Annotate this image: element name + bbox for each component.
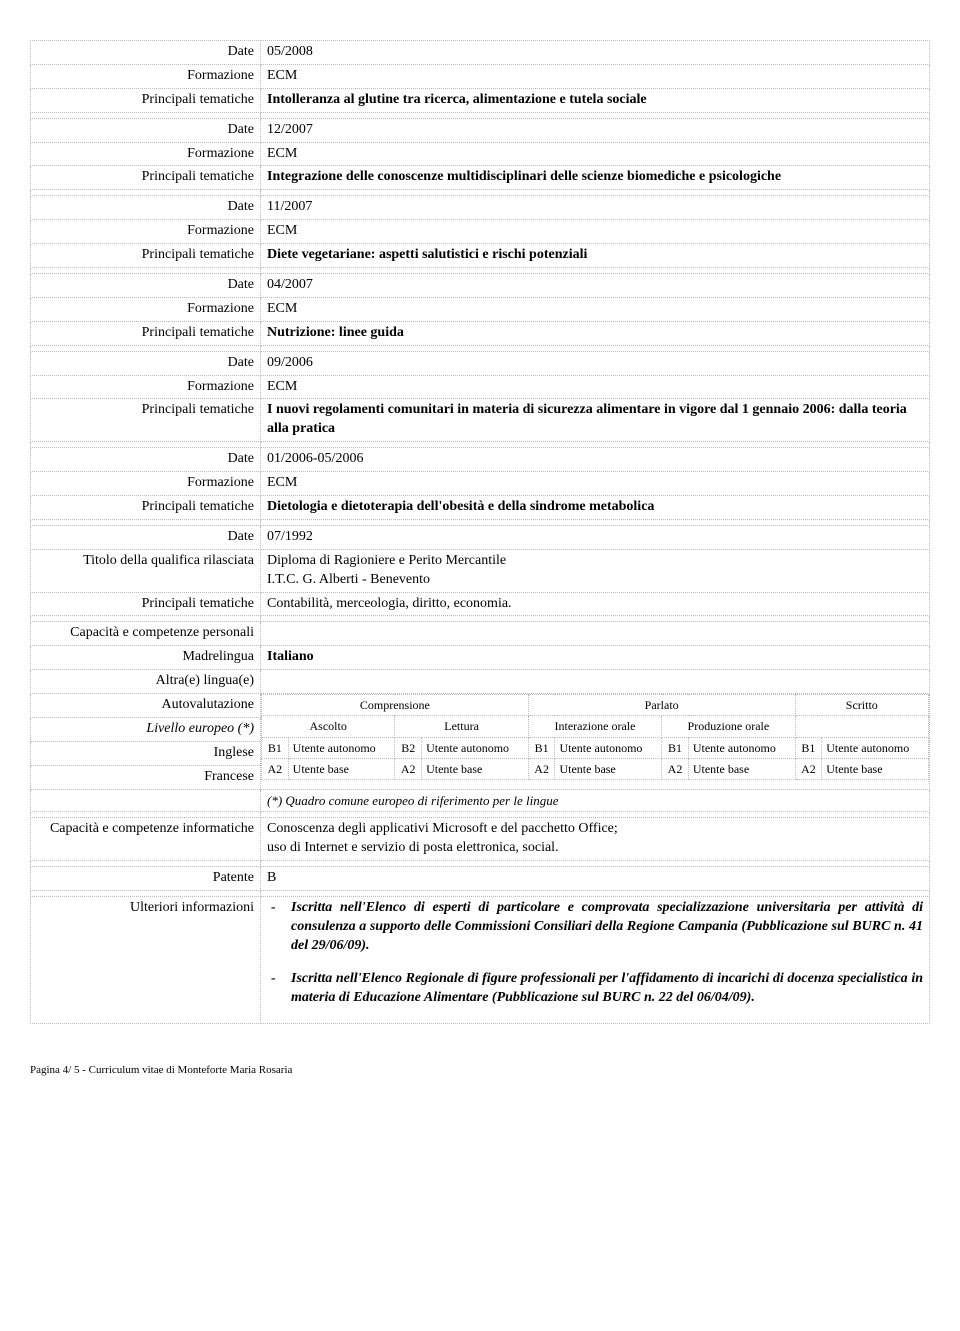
francese-inter-code: A2 — [528, 758, 555, 779]
label-principali: Principali tematiche — [31, 399, 261, 442]
lang-footnote: (*) Quadro comune europeo di riferimento… — [261, 789, 930, 812]
label-patente: Patente — [31, 867, 261, 891]
label-principali: Principali tematiche — [31, 244, 261, 268]
label-formazione: Formazione — [31, 142, 261, 166]
label-formazione: Formazione — [31, 472, 261, 496]
value-topic-e3: Diete vegetariane: aspetti salutistici e… — [261, 244, 930, 268]
label-informatiche: Capacità e competenze informatiche — [31, 818, 261, 861]
label-principali: Principali tematiche — [31, 166, 261, 190]
inglese-lettura-code: B2 — [395, 737, 422, 758]
value-date-e5: 09/2006 — [261, 351, 930, 375]
value-date-e7: 07/1992 — [261, 525, 930, 549]
label-date: Date — [31, 41, 261, 65]
ulteriori-list: Iscritta nell'Elenco di esperti di parti… — [267, 899, 923, 1007]
label-date: Date — [31, 274, 261, 298]
value-date-e4: 04/2007 — [261, 274, 930, 298]
value-form-e6: ECM — [261, 472, 930, 496]
label-date: Date — [31, 118, 261, 142]
value-topic-e1: Intolleranza al glutine tra ricerca, ali… — [261, 88, 930, 112]
ulteriori-item-1: Iscritta nell'Elenco di esperti di parti… — [291, 899, 923, 956]
francese-prod-code: A2 — [662, 758, 689, 779]
francese-inter-text: Utente base — [555, 758, 662, 779]
lang-header-scritto: Scritto — [795, 695, 928, 716]
label-capacita-personali: Capacità e competenze personali — [31, 622, 261, 646]
value-topic-e5: I nuovi regolamenti comunitari in materi… — [261, 399, 930, 442]
label-titolo: Titolo della qualifica rilasciata — [31, 549, 261, 592]
lang-subheader-ascolto: Ascolto — [262, 716, 395, 737]
value-form-e2: ECM — [261, 142, 930, 166]
cv-table: Date05/2008 FormazioneECM Principali tem… — [30, 40, 930, 1024]
value-date-e3: 11/2007 — [261, 196, 930, 220]
label-date: Date — [31, 448, 261, 472]
inglese-inter-text: Utente autonomo — [555, 737, 662, 758]
value-date-e1: 05/2008 — [261, 41, 930, 65]
page-footer: Pagina 4/ 5 - Curriculum vitae di Montef… — [30, 1024, 930, 1076]
francese-lettura-code: A2 — [395, 758, 422, 779]
label-altra-lingua: Altra(e) lingua(e) — [31, 670, 261, 694]
lang-subheader-produzione: Produzione orale — [662, 716, 795, 737]
label-principali: Principali tematiche — [31, 321, 261, 345]
label-date: Date — [31, 351, 261, 375]
value-topic-e7: Contabilità, merceologia, diritto, econo… — [261, 592, 930, 616]
lang-subheader-lettura: Lettura — [395, 716, 528, 737]
inglese-scritto-text: Utente autonomo — [822, 737, 929, 758]
value-informatiche: Conoscenza degli applicativi Microsoft e… — [261, 818, 930, 861]
inglese-prod-text: Utente autonomo — [688, 737, 795, 758]
value-form-e5: ECM — [261, 375, 930, 399]
label-lang-francese: Francese — [31, 765, 261, 789]
value-topic-e2: Integrazione delle conoscenze multidisci… — [261, 166, 930, 190]
lang-header-parlato: Parlato — [528, 695, 795, 716]
francese-ascolto-text: Utente base — [288, 758, 395, 779]
language-table: Comprensione Parlato Scritto Ascolto Let… — [261, 694, 929, 780]
value-date-e6: 01/2006-05/2006 — [261, 448, 930, 472]
value-madrelingua: Italiano — [261, 646, 930, 670]
inglese-lettura-text: Utente autonomo — [422, 737, 529, 758]
ulteriori-item-2: Iscritta nell'Elenco Regionale di figure… — [291, 970, 923, 1008]
label-livello-europeo: Livello europeo (*) — [31, 718, 261, 742]
label-autovalutazione: Autovalutazione — [31, 694, 261, 718]
label-principali: Principali tematiche — [31, 88, 261, 112]
value-topic-e4: Nutrizione: linee guida — [261, 321, 930, 345]
inglese-prod-code: B1 — [662, 737, 689, 758]
francese-prod-text: Utente base — [688, 758, 795, 779]
value-titolo-e7: Diploma di Ragioniere e Perito Mercantil… — [261, 549, 930, 592]
label-formazione: Formazione — [31, 297, 261, 321]
label-date: Date — [31, 525, 261, 549]
lang-header-comprensione: Comprensione — [262, 695, 529, 716]
lang-subheader-interazione: Interazione orale — [528, 716, 661, 737]
label-lang-inglese: Inglese — [31, 741, 261, 765]
francese-ascolto-code: A2 — [262, 758, 289, 779]
value-form-e3: ECM — [261, 220, 930, 244]
francese-scritto-code: A2 — [795, 758, 822, 779]
francese-lettura-text: Utente base — [422, 758, 529, 779]
francese-scritto-text: Utente base — [822, 758, 929, 779]
label-formazione: Formazione — [31, 64, 261, 88]
inglese-inter-code: B1 — [528, 737, 555, 758]
label-principali: Principali tematiche — [31, 592, 261, 616]
lang-row-inglese: B1 Utente autonomo B2 Utente autonomo B1… — [262, 737, 929, 758]
label-madrelingua: Madrelingua — [31, 646, 261, 670]
label-principali: Principali tematiche — [31, 496, 261, 520]
label-formazione: Formazione — [31, 220, 261, 244]
label-date: Date — [31, 196, 261, 220]
inglese-ascolto-text: Utente autonomo — [288, 737, 395, 758]
lang-row-francese: A2 Utente base A2 Utente base A2 Utente … — [262, 758, 929, 779]
value-form-e4: ECM — [261, 297, 930, 321]
value-date-e2: 12/2007 — [261, 118, 930, 142]
value-form-e1: ECM — [261, 64, 930, 88]
value-topic-e6: Dietologia e dietoterapia dell'obesità e… — [261, 496, 930, 520]
inglese-ascolto-code: B1 — [262, 737, 289, 758]
label-ulteriori: Ulteriori informazioni — [31, 896, 261, 1023]
value-patente: B — [261, 867, 930, 891]
label-formazione: Formazione — [31, 375, 261, 399]
inglese-scritto-code: B1 — [795, 737, 822, 758]
